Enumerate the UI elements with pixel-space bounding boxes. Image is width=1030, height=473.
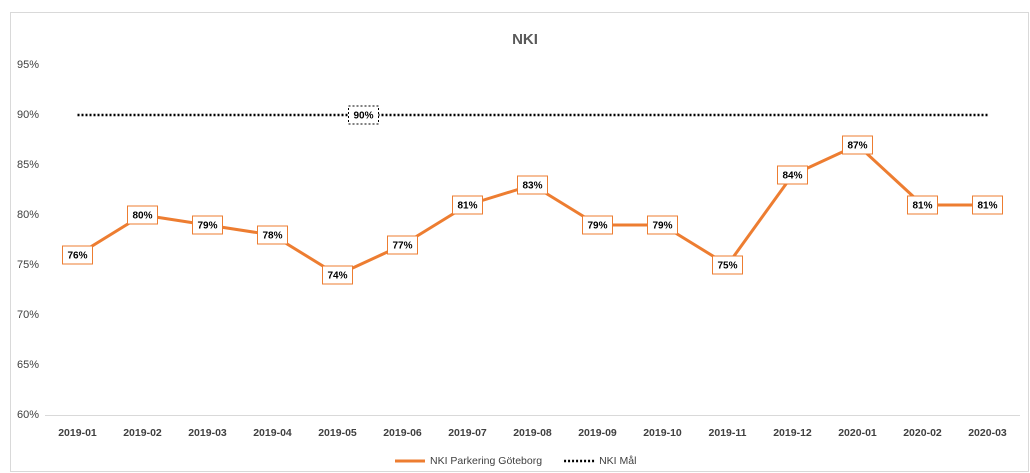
data-label-box <box>127 205 158 225</box>
x-tick-label: 2019-10 <box>643 427 682 439</box>
data-label-box <box>348 105 379 125</box>
data-label-box <box>322 265 353 285</box>
x-tick-label: 2019-07 <box>448 427 487 439</box>
x-tick-label: 2019-12 <box>773 427 812 439</box>
data-label-box <box>517 175 548 195</box>
data-label-box <box>582 215 613 235</box>
data-label: 87% <box>847 141 867 152</box>
data-label-box <box>192 215 223 235</box>
x-tick-label: 2019-09 <box>578 427 617 439</box>
data-label-box <box>257 225 288 245</box>
data-label-box <box>387 235 418 255</box>
legend-label: NKI Mål <box>599 455 636 467</box>
x-tick-label: 2020-01 <box>838 427 877 439</box>
x-tick-label: 2019-06 <box>383 427 422 439</box>
data-label: 84% <box>782 171 802 182</box>
y-tick-label: 75% <box>17 259 39 271</box>
data-label-box <box>777 165 808 185</box>
data-label: 81% <box>457 201 477 212</box>
data-label-box <box>452 195 483 215</box>
data-label-box <box>972 195 1003 215</box>
x-tick-label: 2019-03 <box>188 427 227 439</box>
data-label: 74% <box>327 271 347 282</box>
data-label: 81% <box>977 201 997 212</box>
data-label: 79% <box>652 221 672 232</box>
x-tick-label: 2019-11 <box>709 427 747 439</box>
y-tick-label: 95% <box>17 59 39 71</box>
data-label-box <box>842 135 873 155</box>
x-tick-label: 2020-02 <box>903 427 942 439</box>
x-tick-label: 2019-02 <box>123 427 162 439</box>
data-label: 79% <box>587 221 607 232</box>
data-label: 78% <box>262 231 282 242</box>
y-tick-label: 90% <box>17 109 39 121</box>
data-label-box <box>647 215 678 235</box>
y-tick-label: 85% <box>17 159 39 171</box>
x-tick-label: 2019-04 <box>253 427 292 439</box>
data-label: 90% <box>353 111 373 122</box>
data-label: 79% <box>197 221 217 232</box>
legend-label: NKI Parkering Göteborg <box>430 455 542 467</box>
x-tick-label: 2019-05 <box>318 427 357 439</box>
data-label: 75% <box>717 261 737 272</box>
y-tick-label: 60% <box>17 409 39 421</box>
y-tick-label: 70% <box>17 309 39 321</box>
data-label: 83% <box>522 181 542 192</box>
y-tick-label: 65% <box>17 359 39 371</box>
x-tick-label: 2020-03 <box>968 427 1007 439</box>
chart-frame <box>10 12 1029 472</box>
data-label: 77% <box>392 241 412 252</box>
chart-title: NKI <box>512 31 538 48</box>
data-label: 80% <box>132 211 152 222</box>
x-tick-label: 2019-01 <box>58 427 97 439</box>
data-label: 81% <box>912 201 932 212</box>
data-label-box <box>712 255 743 275</box>
x-tick-label: 2019-08 <box>513 427 552 439</box>
y-tick-label: 80% <box>17 209 39 221</box>
data-label-box <box>907 195 938 215</box>
data-label-box <box>62 245 93 265</box>
data-label: 76% <box>67 251 87 262</box>
